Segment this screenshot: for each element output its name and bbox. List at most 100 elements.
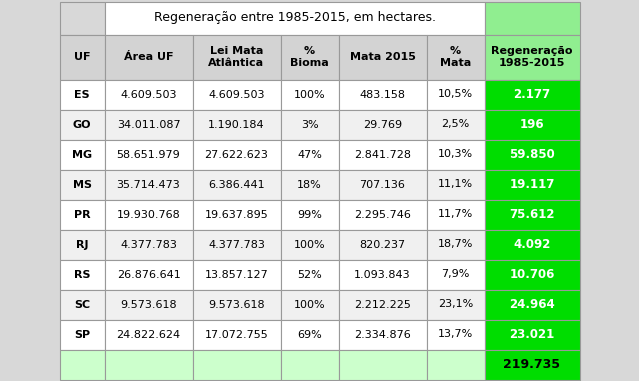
Text: 35.714.473: 35.714.473 — [117, 179, 180, 189]
Text: 1.190.184: 1.190.184 — [208, 120, 265, 130]
Text: UF: UF — [73, 52, 90, 62]
Text: 2,5%: 2,5% — [442, 120, 470, 130]
Bar — [192, 320, 281, 349]
Text: 2.177: 2.177 — [514, 88, 551, 101]
Text: 23.021: 23.021 — [509, 328, 555, 341]
Text: 18,7%: 18,7% — [438, 240, 473, 250]
Text: 820.237: 820.237 — [359, 240, 406, 250]
Text: GO: GO — [73, 120, 91, 130]
Text: 100%: 100% — [294, 90, 325, 99]
Bar — [484, 349, 580, 379]
Bar — [484, 109, 580, 139]
Bar — [192, 80, 281, 109]
Bar — [484, 290, 580, 320]
Text: 18%: 18% — [297, 179, 322, 189]
Text: Regeneração
1985-2015: Regeneração 1985-2015 — [491, 46, 573, 68]
Text: 75.612: 75.612 — [509, 208, 555, 221]
Bar — [105, 80, 192, 109]
Bar — [192, 229, 281, 259]
Bar — [105, 290, 192, 320]
Bar — [192, 290, 281, 320]
Text: 47%: 47% — [297, 149, 322, 160]
Bar — [281, 109, 339, 139]
Bar — [192, 35, 281, 80]
Bar — [192, 109, 281, 139]
Text: 58.651.979: 58.651.979 — [117, 149, 180, 160]
Text: ES: ES — [74, 90, 90, 99]
Text: 52%: 52% — [297, 269, 322, 280]
Bar — [426, 35, 484, 80]
Text: 27.622.623: 27.622.623 — [204, 149, 268, 160]
Bar — [105, 229, 192, 259]
Text: 100%: 100% — [294, 299, 325, 309]
Text: 9.573.618: 9.573.618 — [208, 299, 265, 309]
Bar — [426, 170, 484, 200]
Text: 2.841.728: 2.841.728 — [354, 149, 411, 160]
Text: RS: RS — [73, 269, 90, 280]
Text: 4.609.503: 4.609.503 — [208, 90, 265, 99]
Bar — [105, 35, 192, 80]
Bar — [59, 2, 105, 35]
Bar — [105, 170, 192, 200]
Bar — [105, 200, 192, 229]
Bar — [59, 35, 105, 80]
Bar — [281, 229, 339, 259]
Bar — [339, 35, 426, 80]
Text: 99%: 99% — [297, 210, 322, 219]
Text: %
Mata: % Mata — [440, 46, 471, 68]
Bar — [339, 109, 426, 139]
Text: 2.334.876: 2.334.876 — [354, 330, 411, 339]
Bar — [59, 170, 105, 200]
Bar — [281, 80, 339, 109]
Text: SC: SC — [74, 299, 90, 309]
Text: SP: SP — [74, 330, 90, 339]
Bar — [339, 139, 426, 170]
Bar — [59, 139, 105, 170]
Bar — [339, 290, 426, 320]
Text: 4.377.783: 4.377.783 — [120, 240, 177, 250]
Text: 13,7%: 13,7% — [438, 330, 473, 339]
Text: 7,9%: 7,9% — [442, 269, 470, 280]
Bar — [484, 2, 580, 35]
Text: 3%: 3% — [301, 120, 318, 130]
Text: PR: PR — [73, 210, 90, 219]
Text: 707.136: 707.136 — [360, 179, 405, 189]
Text: 9.573.618: 9.573.618 — [120, 299, 177, 309]
Text: MG: MG — [72, 149, 92, 160]
Bar — [484, 200, 580, 229]
Bar — [192, 259, 281, 290]
Bar — [484, 229, 580, 259]
Text: Regeneração entre 1985-2015, em hectares.: Regeneração entre 1985-2015, em hectares… — [153, 11, 436, 24]
Bar — [426, 200, 484, 229]
Bar — [484, 320, 580, 349]
Text: 483.158: 483.158 — [360, 90, 406, 99]
Bar — [192, 170, 281, 200]
Bar — [339, 170, 426, 200]
Text: 100%: 100% — [294, 240, 325, 250]
Text: 19.930.768: 19.930.768 — [117, 210, 180, 219]
Bar — [426, 290, 484, 320]
Text: 17.072.755: 17.072.755 — [204, 330, 268, 339]
Bar — [105, 349, 192, 379]
Bar — [281, 200, 339, 229]
Text: 10,5%: 10,5% — [438, 90, 473, 99]
Text: 1.093.843: 1.093.843 — [354, 269, 411, 280]
Bar — [484, 139, 580, 170]
Bar — [426, 80, 484, 109]
Bar — [59, 80, 105, 109]
Bar — [339, 259, 426, 290]
Text: 13.857.127: 13.857.127 — [204, 269, 268, 280]
Bar — [281, 35, 339, 80]
Bar — [339, 229, 426, 259]
Text: MS: MS — [72, 179, 91, 189]
Text: 23,1%: 23,1% — [438, 299, 473, 309]
Text: Área UF: Área UF — [124, 52, 173, 62]
Bar — [281, 320, 339, 349]
Text: 10.706: 10.706 — [509, 268, 555, 281]
Bar — [484, 259, 580, 290]
Bar — [105, 139, 192, 170]
Text: 26.876.641: 26.876.641 — [117, 269, 180, 280]
Bar — [484, 170, 580, 200]
Text: 4.609.503: 4.609.503 — [120, 90, 177, 99]
Bar — [281, 139, 339, 170]
